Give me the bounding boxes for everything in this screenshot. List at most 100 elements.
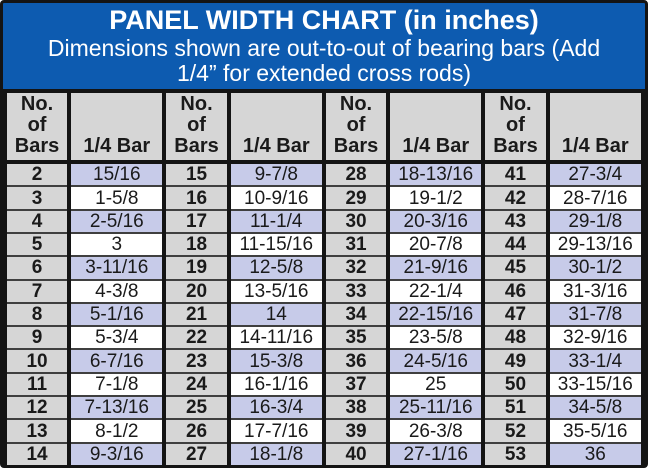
table-row: 6 3-11/16 19 12-5/8 32 21-9/16 45 30-1/2 xyxy=(3,255,645,280)
bars-cell: 25 xyxy=(162,395,231,420)
bars-cell: 24 xyxy=(162,371,231,397)
width-cell: 13-5/16 xyxy=(226,278,326,303)
bars-cell: 39 xyxy=(321,418,391,443)
col-header-bars: No. of Bars xyxy=(3,89,72,164)
col-header-bars: No. of Bars xyxy=(481,89,550,164)
bars-cell: 13 xyxy=(3,418,72,443)
width-cell: 5-1/16 xyxy=(67,301,167,327)
chart-header: PANEL WIDTH CHART (in inches) Dimensions… xyxy=(3,3,645,89)
width-cell: 11-1/4 xyxy=(226,208,326,233)
width-cell: 15-3/8 xyxy=(226,348,326,373)
bars-cell: 6 xyxy=(3,255,72,280)
bars-cell: 4 xyxy=(3,208,72,233)
bars-cell: 46 xyxy=(481,278,550,303)
bars-cell: 19 xyxy=(162,255,231,280)
width-cell: 15/16 xyxy=(67,160,167,187)
width-cell: 20-3/16 xyxy=(386,208,486,233)
bars-cell: 3 xyxy=(3,185,72,210)
width-cell: 20-7/8 xyxy=(386,231,486,257)
table-row: 3 1-5/8 16 10-9/16 29 19-1/2 42 28-7/16 xyxy=(3,185,645,210)
table-row: 11 7-1/8 24 16-1/16 37 25 50 33-15/16 xyxy=(3,371,645,397)
width-cell: 34-5/8 xyxy=(545,395,645,420)
bars-cell: 45 xyxy=(481,255,550,280)
bars-cell: 30 xyxy=(321,208,391,233)
bars-cell: 33 xyxy=(321,278,391,303)
width-cell: 27-1/16 xyxy=(386,441,486,465)
bars-cell: 17 xyxy=(162,208,231,233)
bars-cell: 32 xyxy=(321,255,391,280)
bars-cell: 53 xyxy=(481,441,550,465)
width-cell: 28-7/16 xyxy=(545,185,645,210)
width-cell: 35-5/16 xyxy=(545,418,645,443)
bars-cell: 7 xyxy=(3,278,72,303)
width-cell: 26-3/8 xyxy=(386,418,486,443)
table-row: 12 7-13/16 25 16-3/4 38 25-11/16 51 34-5/8 xyxy=(3,395,645,420)
width-cell: 12-5/8 xyxy=(226,255,326,280)
width-cell: 24-5/16 xyxy=(386,348,486,373)
column-header-row: No. of Bars 1/4 Bar No. of Bars 1/4 Bar No. … xyxy=(3,89,645,164)
width-cell: 30-1/2 xyxy=(545,255,645,280)
bars-cell: 43 xyxy=(481,208,550,233)
bars-cell: 36 xyxy=(321,348,391,373)
width-cell: 18-13/16 xyxy=(386,160,486,187)
bars-cell: 15 xyxy=(162,160,231,187)
bars-cell: 9 xyxy=(3,325,72,350)
width-cell: 17-7/16 xyxy=(226,418,326,443)
width-cell: 16-3/4 xyxy=(226,395,326,420)
bars-cell: 26 xyxy=(162,418,231,443)
width-cell: 5-3/4 xyxy=(67,325,167,350)
width-cell: 9-7/8 xyxy=(226,160,326,187)
bars-cell: 47 xyxy=(481,301,550,327)
width-cell: 22-15/16 xyxy=(386,301,486,327)
width-cell: 10-9/16 xyxy=(226,185,326,210)
bars-cell: 14 xyxy=(3,441,72,465)
table-row: 14 9-3/16 27 18-1/8 40 27-1/16 53 36 xyxy=(3,441,645,465)
bars-cell: 50 xyxy=(481,371,550,397)
bars-cell: 37 xyxy=(321,371,391,397)
width-cell: 36 xyxy=(545,441,645,465)
table-row: 5 3 18 11-15/16 31 20-7/8 44 29-13/16 xyxy=(3,231,645,257)
bars-cell: 21 xyxy=(162,301,231,327)
bars-cell: 28 xyxy=(321,160,391,187)
width-cell: 18-1/8 xyxy=(226,441,326,465)
width-cell: 14 xyxy=(226,301,326,327)
width-cell: 21-9/16 xyxy=(386,255,486,280)
width-cell: 4-3/8 xyxy=(67,278,167,303)
width-cell: 6-7/16 xyxy=(67,348,167,373)
bars-cell: 23 xyxy=(162,348,231,373)
table-head: No. of Bars 1/4 Bar No. of Bars 1/4 Bar No. … xyxy=(3,89,645,164)
width-cell: 22-1/4 xyxy=(386,278,486,303)
bars-cell: 41 xyxy=(481,160,550,187)
bars-cell: 10 xyxy=(3,348,72,373)
bars-cell: 48 xyxy=(481,325,550,350)
bars-cell: 20 xyxy=(162,278,231,303)
width-cell: 33-15/16 xyxy=(545,371,645,397)
bars-cell: 49 xyxy=(481,348,550,373)
width-cell: 3 xyxy=(67,231,167,257)
col-header-bars: No. of Bars xyxy=(162,89,231,164)
bars-cell: 27 xyxy=(162,441,231,465)
bars-cell: 34 xyxy=(321,301,391,327)
table-row: 9 5-3/4 22 14-11/16 35 23-5/8 48 32-9/16 xyxy=(3,325,645,350)
width-cell: 31-7/8 xyxy=(545,301,645,327)
width-cell: 7-1/8 xyxy=(67,371,167,397)
bars-cell: 18 xyxy=(162,231,231,257)
table-row: 8 5-1/16 21 14 34 22-15/16 47 31-7/8 xyxy=(3,301,645,327)
bars-cell: 16 xyxy=(162,185,231,210)
table-row: 13 8-1/2 26 17-7/16 39 26-3/8 52 35-5/16 xyxy=(3,418,645,443)
table-row: 2 15/16 15 9-7/8 28 18-13/16 41 27-3/4 xyxy=(3,160,645,187)
col-header-value: 1/4 Bar xyxy=(226,89,326,164)
width-cell: 8-1/2 xyxy=(67,418,167,443)
width-cell: 19-1/2 xyxy=(386,185,486,210)
bars-cell: 51 xyxy=(481,395,550,420)
width-cell: 16-1/16 xyxy=(226,371,326,397)
bars-cell: 40 xyxy=(321,441,391,465)
width-cell: 9-3/16 xyxy=(67,441,167,465)
width-cell: 11-15/16 xyxy=(226,231,326,257)
width-cell: 25-11/16 xyxy=(386,395,486,420)
col-header-value: 1/4 Bar xyxy=(386,89,486,164)
panel-width-table: No. of Bars 1/4 Bar No. of Bars 1/4 Bar No. … xyxy=(3,89,645,465)
width-cell: 3-11/16 xyxy=(67,255,167,280)
bars-cell: 31 xyxy=(321,231,391,257)
